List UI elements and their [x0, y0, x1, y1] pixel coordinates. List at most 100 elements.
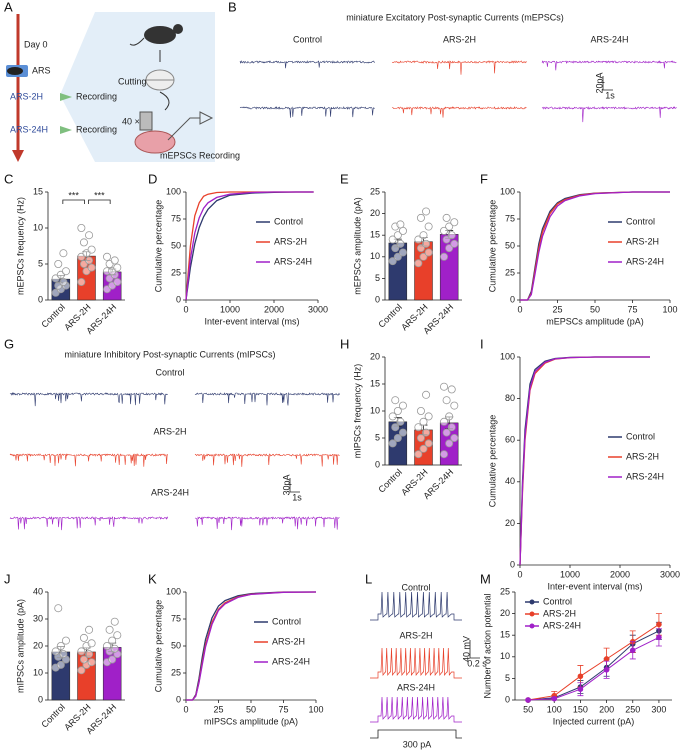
brain-slice: [134, 130, 176, 154]
series-line: [528, 623, 660, 701]
data-point: [577, 673, 584, 680]
data-point: [419, 231, 428, 240]
y-tick-label: 25: [370, 186, 380, 196]
data-point: [59, 249, 68, 258]
x-tick-label: 0: [517, 304, 522, 314]
panel-letter: C: [4, 171, 13, 186]
legend-label: ARS-24H: [272, 656, 310, 666]
mouse-tail: [129, 37, 145, 46]
data-point: [110, 644, 119, 653]
data-point: [105, 625, 114, 634]
data-point: [419, 417, 428, 426]
series-line: [528, 630, 660, 701]
data-point: [450, 218, 459, 227]
y-axis-label: Cumulative percentage: [487, 200, 497, 293]
x-tick-label: 1000: [560, 569, 580, 579]
panel-letter: L: [365, 571, 372, 586]
y-axis-label: Cumulative percentage: [153, 200, 163, 293]
y-tick-label: 75: [505, 213, 515, 223]
panel-letter: I: [480, 336, 484, 351]
data-point: [59, 650, 68, 659]
legend-marker: [529, 623, 535, 629]
data-point: [77, 647, 86, 656]
y-tick-label: 0: [38, 294, 43, 304]
y-tick-label: 10: [33, 667, 43, 677]
trace: [239, 60, 375, 69]
data-point: [447, 231, 456, 240]
y-tick-label: 0: [176, 694, 181, 704]
data-point: [54, 604, 63, 613]
x-tick-label: 2000: [610, 569, 630, 579]
data-point: [391, 244, 400, 253]
data-point: [414, 423, 423, 432]
data-point: [108, 655, 117, 664]
y-tick-label: 10: [500, 651, 510, 661]
data-point: [398, 428, 407, 437]
legend-label: Control: [626, 431, 655, 441]
data-point: [424, 222, 433, 231]
stimulus-step: [370, 729, 462, 739]
data-point: [110, 617, 119, 626]
data-point: [396, 220, 405, 229]
y-axis-label: Number of action potential: [482, 593, 492, 698]
scale-y-label: 20pA: [594, 72, 604, 93]
day-label: Day 0: [24, 39, 48, 49]
legend-label: ARS-24H: [274, 256, 312, 266]
trace: [194, 391, 340, 406]
y-tick-label: 20: [505, 518, 515, 528]
y-tick-label: 0: [510, 294, 515, 304]
panel-letter: M: [480, 571, 491, 586]
y-tick-label: 80: [505, 393, 515, 403]
panel-letter: E: [340, 171, 349, 186]
data-point: [422, 207, 431, 216]
recording-label: Recording: [76, 124, 117, 134]
legend-label: Control: [626, 216, 655, 226]
data-point: [56, 660, 65, 669]
data-point: [577, 686, 584, 692]
y-tick-label: 20: [500, 608, 510, 618]
data-point: [440, 417, 449, 426]
data-point: [442, 235, 451, 244]
data-point: [56, 642, 65, 651]
series-line: [519, 356, 650, 566]
scale-x-label: 1s: [605, 90, 615, 100]
trace: [194, 453, 340, 467]
y-tick-label: 100: [166, 586, 181, 596]
data-point: [388, 257, 397, 266]
legend-label: Control: [274, 216, 303, 226]
y-tick-label: 75: [171, 613, 181, 623]
trace: [9, 516, 169, 531]
data-point: [450, 401, 459, 410]
y-tick-label: 20: [33, 640, 43, 650]
data-point: [85, 256, 94, 265]
group-label: ARS-2H: [153, 426, 186, 436]
data-point: [422, 390, 431, 399]
trace: [239, 106, 375, 118]
scale-x-label: 0.2 s: [467, 658, 487, 668]
time-point: ARS-24H: [10, 124, 48, 134]
y-tick-label: 50: [171, 240, 181, 250]
data-point: [416, 213, 425, 222]
x-tick-label: 50: [246, 704, 256, 714]
legend-label: ARS-2H: [274, 236, 307, 246]
x-tick-label: 1000: [220, 304, 240, 314]
x-axis-label: mEPSCs amplitude (pA): [546, 316, 644, 326]
scale-bar: [469, 640, 480, 659]
y-tick-label: 15: [370, 230, 380, 240]
legend-label: ARS-2H: [272, 636, 305, 646]
data-point: [445, 222, 454, 231]
y-tick-label: 5: [38, 258, 43, 268]
recording-label: Recording: [76, 91, 117, 101]
flow-arrow: [159, 91, 170, 111]
x-axis-label: Inter-event interval (ms): [204, 316, 299, 326]
data-point: [113, 263, 122, 272]
data-point: [440, 252, 449, 261]
x-tick-label: 25: [213, 704, 223, 714]
y-tick-label: 25: [505, 267, 515, 277]
x-axis-label: Inter-event interval (ms): [547, 581, 642, 591]
data-point: [85, 650, 94, 659]
schematic-backdrop: [60, 12, 215, 162]
y-tick-label: 10: [370, 405, 380, 415]
trace: [541, 106, 677, 123]
x-tick-label: 100: [308, 704, 323, 714]
